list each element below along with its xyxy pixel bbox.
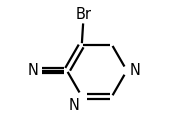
Text: N: N <box>27 63 38 78</box>
Text: Br: Br <box>75 7 91 22</box>
Text: N: N <box>130 63 141 78</box>
Text: N: N <box>68 98 79 113</box>
